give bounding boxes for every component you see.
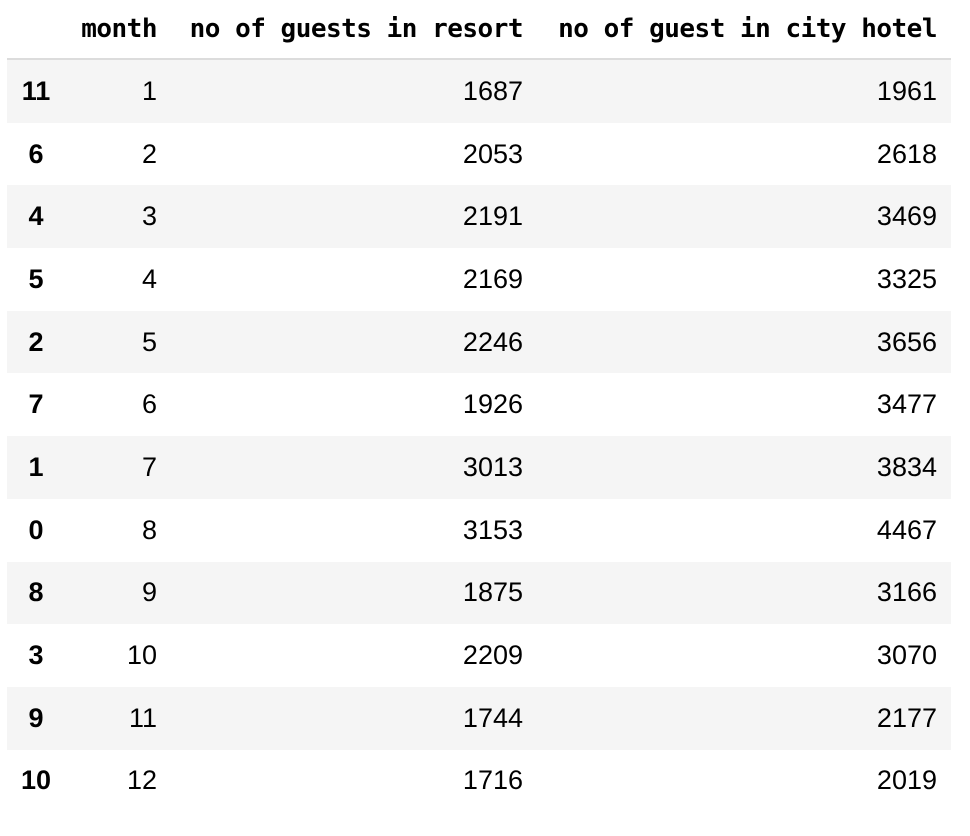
resort-guests-cell: 3013 [462, 451, 523, 482]
resort-guests-cell: 2169 [462, 263, 523, 294]
header-row: month no of guests in resort no of guest… [7, 0, 951, 60]
city-hotel-guests-cell: 3834 [876, 451, 937, 482]
month-cell: 3 [141, 201, 157, 232]
row-index: 10 [20, 765, 52, 796]
row-index: 0 [28, 514, 44, 545]
resort-guests-cell: 1687 [462, 75, 523, 106]
month-cell: 6 [141, 389, 157, 420]
row-index: 7 [28, 389, 44, 420]
month-cell: 9 [141, 577, 157, 608]
month-cell: 1 [141, 75, 157, 106]
table-row: 9 11 1744 2177 [7, 686, 951, 750]
table-row: 1 7 3013 3834 [7, 436, 951, 499]
table-row: 6 2 2053 2618 [7, 122, 951, 186]
table-row: 5 4 2169 3325 [7, 248, 951, 311]
table-row: 11 1 1687 1961 [7, 59, 951, 123]
resort-guests-cell: 1875 [462, 577, 523, 608]
row-index: 6 [28, 138, 44, 169]
city-hotel-guests-cell: 3477 [876, 389, 937, 420]
city-hotel-guests-cell: 2019 [876, 765, 937, 796]
month-cell: 8 [141, 514, 157, 545]
city-hotel-guests-cell: 3166 [876, 577, 937, 608]
month-cell: 4 [141, 263, 157, 294]
dataframe-table: month no of guests in resort no of guest… [7, 0, 951, 813]
column-header-resort-guests: no of guests in resort [171, 0, 537, 60]
table-row: 4 3 2191 3469 [7, 185, 951, 249]
city-hotel-guests-cell: 2177 [876, 702, 937, 733]
city-hotel-guests-cell: 4467 [876, 514, 937, 545]
resort-guests-cell: 1744 [462, 702, 523, 733]
row-index: 3 [28, 640, 44, 671]
table-row: 10 12 1716 2019 [7, 749, 951, 813]
table-row: 8 9 1875 3166 [7, 561, 951, 625]
index-header [7, 0, 65, 60]
table-row: 0 8 3153 4467 [7, 498, 951, 562]
resort-guests-cell: 1716 [462, 765, 523, 796]
table-body: 11 1 1687 1961 6 2 2053 2618 4 3 2191 34… [7, 59, 951, 813]
column-header-city-hotel-guests: no of guest in city hotel [537, 0, 951, 60]
resort-guests-cell: 2246 [462, 326, 523, 357]
city-hotel-guests-cell: 1961 [876, 75, 937, 106]
table-row: 3 10 2209 3070 [7, 624, 951, 687]
resort-guests-cell: 2191 [462, 201, 523, 232]
row-index: 11 [21, 75, 51, 106]
resort-guests-cell: 2209 [462, 640, 523, 671]
city-hotel-guests-cell: 2618 [876, 138, 937, 169]
month-cell: 10 [126, 640, 157, 671]
row-index: 8 [28, 577, 44, 608]
city-hotel-guests-cell: 3469 [876, 201, 937, 232]
resort-guests-cell: 1926 [462, 389, 523, 420]
column-header-month: month [65, 0, 171, 60]
month-cell: 12 [126, 765, 157, 796]
row-index: 4 [28, 201, 44, 232]
table-row: 7 6 1926 3477 [7, 373, 951, 437]
month-cell: 5 [141, 326, 157, 357]
row-index: 5 [28, 263, 44, 294]
month-cell: 2 [141, 138, 157, 169]
row-index: 2 [28, 326, 44, 357]
city-hotel-guests-cell: 3656 [876, 326, 937, 357]
month-cell: 7 [141, 451, 157, 482]
dataframe-output: month no of guests in resort no of guest… [7, 0, 951, 813]
resort-guests-cell: 3153 [462, 514, 523, 545]
city-hotel-guests-cell: 3325 [876, 263, 937, 294]
table-header: month no of guests in resort no of guest… [7, 0, 951, 60]
resort-guests-cell: 2053 [462, 138, 523, 169]
table-row: 2 5 2246 3656 [7, 310, 951, 374]
row-index: 1 [28, 451, 44, 482]
row-index: 9 [28, 702, 44, 733]
city-hotel-guests-cell: 3070 [876, 640, 937, 671]
month-cell: 11 [128, 702, 157, 733]
